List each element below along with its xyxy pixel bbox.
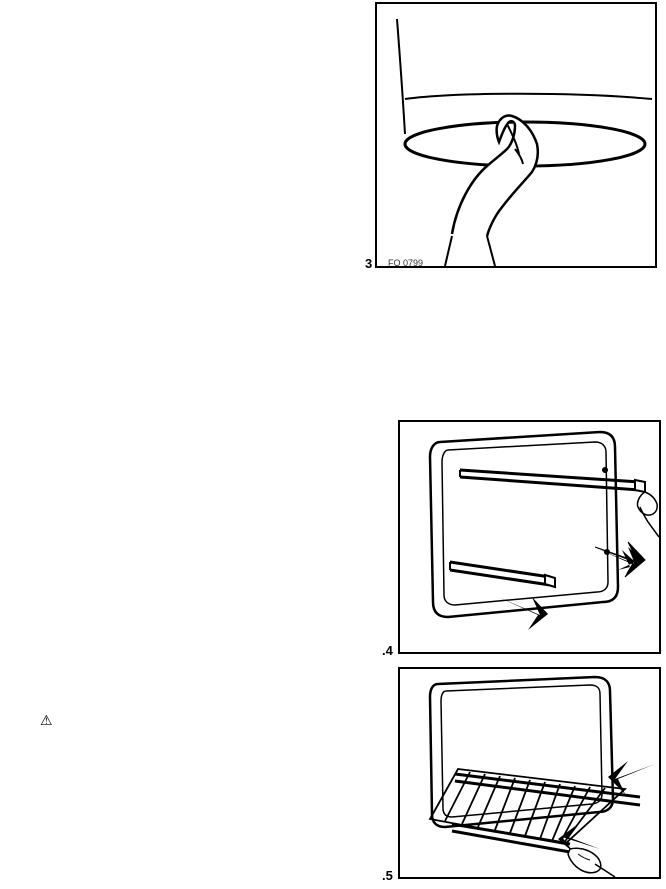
figure-3-code: FO 0799	[388, 258, 423, 268]
figure-4-number: .4	[382, 643, 393, 658]
warning-icon: ⚠	[40, 712, 53, 729]
figure-3-box	[375, 2, 657, 268]
figure-5-illustration	[400, 669, 659, 877]
figure-4-box	[398, 420, 661, 654]
figure-5-box	[398, 667, 661, 879]
figure-3-illustration	[377, 4, 655, 266]
figure-3-number: 3	[365, 256, 372, 271]
figure-5-number: .5	[382, 868, 393, 883]
figure-4-illustration	[400, 422, 659, 652]
